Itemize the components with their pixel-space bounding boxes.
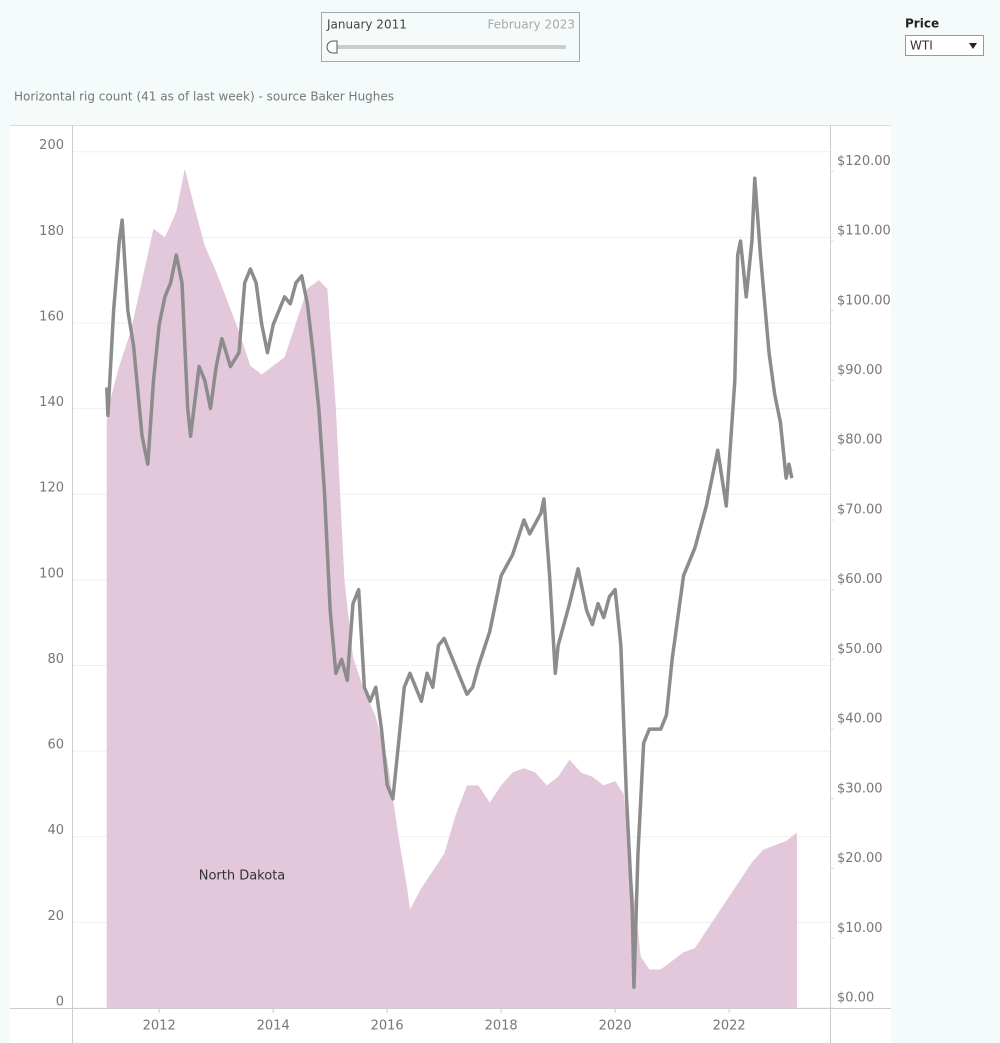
y2-tick-label: $110.00: [837, 224, 891, 239]
y2-tick-label: $60.00: [837, 572, 883, 587]
slider-handle[interactable]: [326, 40, 338, 54]
x-tick-label: 2020: [599, 1019, 632, 1034]
y2-tick-label: $90.00: [837, 363, 883, 378]
y-tick-label: 180: [39, 224, 64, 239]
price-dropdown[interactable]: WTI: [905, 35, 984, 56]
date-slider[interactable]: January 2011 February 2023: [321, 12, 580, 62]
y2-tick-label: $70.00: [837, 502, 883, 517]
y2-tick-label: $20.00: [837, 851, 883, 866]
y-tick-label: 40: [47, 823, 64, 838]
y-tick-label: 60: [47, 738, 64, 753]
y-tick-label: 0: [56, 995, 64, 1010]
y-tick-label: 140: [39, 395, 64, 410]
y2-tick-label: $120.00: [837, 154, 891, 169]
x-tick-label: 2016: [371, 1019, 404, 1034]
x-tick-label: 2012: [143, 1019, 176, 1034]
line: [105, 176, 794, 989]
filter-label: Price: [905, 17, 939, 31]
y2-tick-label: $50.00: [837, 642, 883, 657]
slider-track: [330, 45, 566, 49]
y2-tick-label: $40.00: [837, 712, 883, 727]
dropdown-value: WTI: [910, 39, 933, 53]
x-tick-label: 2022: [713, 1019, 746, 1034]
y-tick-label: 120: [39, 481, 64, 496]
chart-title: Horizontal rig count (41 as of last week…: [14, 90, 394, 104]
slider-start: January 2011: [326, 18, 407, 32]
y-tick-label: 160: [39, 309, 64, 324]
slider-end: February 2023: [487, 18, 575, 32]
y-tick-label: 200: [39, 138, 64, 153]
dropdown-arrow: [969, 43, 977, 49]
y2-tick-label: $100.00: [837, 293, 891, 308]
y2-tick-label: $80.00: [837, 433, 883, 448]
area: [106, 168, 797, 1008]
x-tick-label: 2018: [485, 1019, 518, 1034]
slider-box: [321, 12, 580, 62]
dropdown-box: [905, 35, 984, 56]
x-tick-label: 2014: [257, 1019, 290, 1034]
y2-tick-label: $30.00: [837, 781, 883, 796]
series-label: North Dakota: [199, 869, 286, 884]
y-tick-label: 80: [47, 652, 64, 667]
y2-tick-label: $10.00: [837, 921, 883, 936]
y-tick-label: 20: [47, 909, 64, 924]
y-tick-label: 100: [39, 566, 64, 581]
y2-tick-label: $0.00: [837, 991, 874, 1006]
